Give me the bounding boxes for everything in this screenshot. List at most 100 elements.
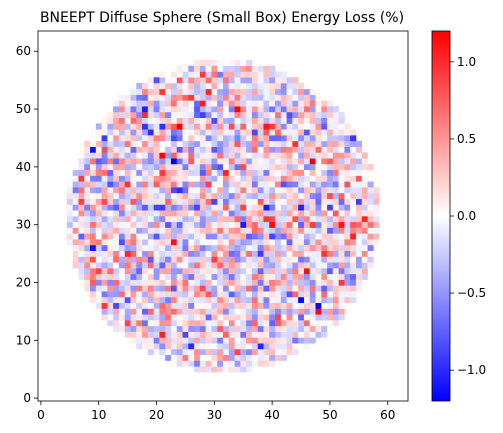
- heatmap-cell: [136, 106, 143, 113]
- heatmap-cell: [275, 71, 282, 78]
- heatmap-cell: [95, 296, 102, 304]
- heatmap-cell: [136, 135, 143, 142]
- heatmap-cell: [159, 192, 166, 199]
- heatmap-cell: [159, 181, 166, 188]
- heatmap-cell: [344, 233, 351, 240]
- heatmap-cell: [147, 320, 154, 327]
- heatmap-cell: [118, 244, 126, 251]
- heatmap-cell: [286, 88, 293, 95]
- heatmap-cell: [194, 59, 201, 66]
- heatmap-cell: [303, 256, 311, 263]
- heatmap-cell: [269, 354, 276, 361]
- heatmap-cell: [280, 117, 287, 124]
- heatmap-cell: [228, 331, 235, 338]
- heatmap-cell: [136, 146, 143, 153]
- heatmap-cell: [332, 314, 339, 321]
- heatmap-cell: [130, 221, 137, 228]
- heatmap-cell: [344, 169, 351, 176]
- heatmap-cell: [217, 175, 224, 182]
- heatmap-cell: [228, 175, 235, 182]
- heatmap-cell: [107, 250, 114, 257]
- heatmap-cell: [188, 106, 195, 113]
- heatmap-cell: [205, 337, 212, 344]
- heatmap-cell: [205, 175, 212, 182]
- heatmap-cell: [101, 308, 108, 315]
- heatmap-cell: [165, 279, 172, 286]
- heatmap-cell: [228, 77, 235, 84]
- heatmap-cell: [275, 279, 282, 286]
- heatmap-cell: [113, 320, 120, 327]
- heatmap-cell: [303, 296, 311, 304]
- heatmap-cell: [176, 65, 183, 72]
- heatmap-cell: [228, 169, 235, 176]
- heatmap-cell: [338, 123, 345, 130]
- heatmap-cell: [327, 325, 334, 332]
- heatmap-cell: [367, 221, 374, 228]
- heatmap-cell: [113, 100, 120, 107]
- heatmap-cell: [240, 239, 247, 246]
- heatmap-cell: [118, 158, 126, 165]
- heatmap-cell: [327, 146, 334, 153]
- heatmap-cell: [130, 163, 137, 171]
- heatmap-cell: [199, 366, 206, 373]
- heatmap-cell: [286, 192, 293, 199]
- heatmap-cell: [199, 256, 206, 263]
- heatmap-cell: [176, 83, 183, 90]
- heatmap-cell: [361, 181, 368, 188]
- heatmap-cell: [188, 343, 195, 350]
- heatmap-cell: [321, 146, 328, 153]
- heatmap-cell: [182, 146, 189, 153]
- heatmap-cell: [211, 94, 218, 101]
- heatmap-cell: [84, 158, 91, 165]
- heatmap-cell: [199, 140, 206, 147]
- heatmap-cell: [286, 244, 293, 251]
- heatmap-cell: [142, 302, 149, 309]
- heatmap-cell: [124, 250, 131, 257]
- heatmap-cell: [251, 273, 258, 280]
- heatmap-cell: [101, 233, 108, 240]
- heatmap-cell: [182, 129, 189, 136]
- heatmap-cell: [118, 221, 126, 228]
- heatmap-cell: [338, 244, 345, 251]
- heatmap-cell: [95, 169, 102, 176]
- heatmap-cell: [367, 198, 374, 205]
- heatmap-cell: [223, 273, 230, 280]
- heatmap-cell: [269, 129, 276, 136]
- heatmap-cell: [188, 244, 195, 251]
- heatmap-cell: [211, 210, 218, 217]
- heatmap-cell: [84, 216, 91, 223]
- heatmap-cell: [84, 198, 91, 205]
- heatmap-cell: [136, 244, 143, 251]
- heatmap-cell: [367, 216, 374, 223]
- heatmap-cell: [165, 71, 172, 78]
- heatmap-cell: [246, 83, 253, 90]
- heatmap-cell: [292, 129, 299, 136]
- heatmap-cell: [90, 250, 97, 257]
- heatmap-cell: [251, 181, 258, 188]
- heatmap-cell: [321, 111, 328, 119]
- heatmap-cell: [78, 152, 85, 159]
- heatmap-cell: [234, 348, 241, 356]
- heatmap-cell: [228, 320, 235, 327]
- heatmap-cell: [246, 59, 253, 66]
- heatmap-cell: [223, 111, 230, 119]
- heatmap-cell: [72, 181, 79, 188]
- heatmap-cell: [303, 204, 311, 211]
- heatmap-cell: [182, 221, 189, 228]
- heatmap-cell: [205, 360, 212, 367]
- heatmap-cell: [298, 181, 305, 188]
- heatmap-cell: [332, 296, 339, 304]
- heatmap-cell: [286, 83, 293, 90]
- heatmap-cell: [350, 146, 357, 153]
- heatmap-cell: [72, 187, 79, 194]
- heatmap-cell: [124, 314, 131, 321]
- heatmap-cell: [367, 169, 374, 176]
- heatmap-cell: [251, 296, 258, 304]
- heatmap-cell: [361, 268, 368, 275]
- heatmap-cell: [292, 204, 299, 211]
- heatmap-cell: [228, 291, 235, 298]
- heatmap-cell: [170, 83, 178, 90]
- heatmap-cell: [205, 308, 212, 315]
- heatmap-cell: [286, 187, 293, 194]
